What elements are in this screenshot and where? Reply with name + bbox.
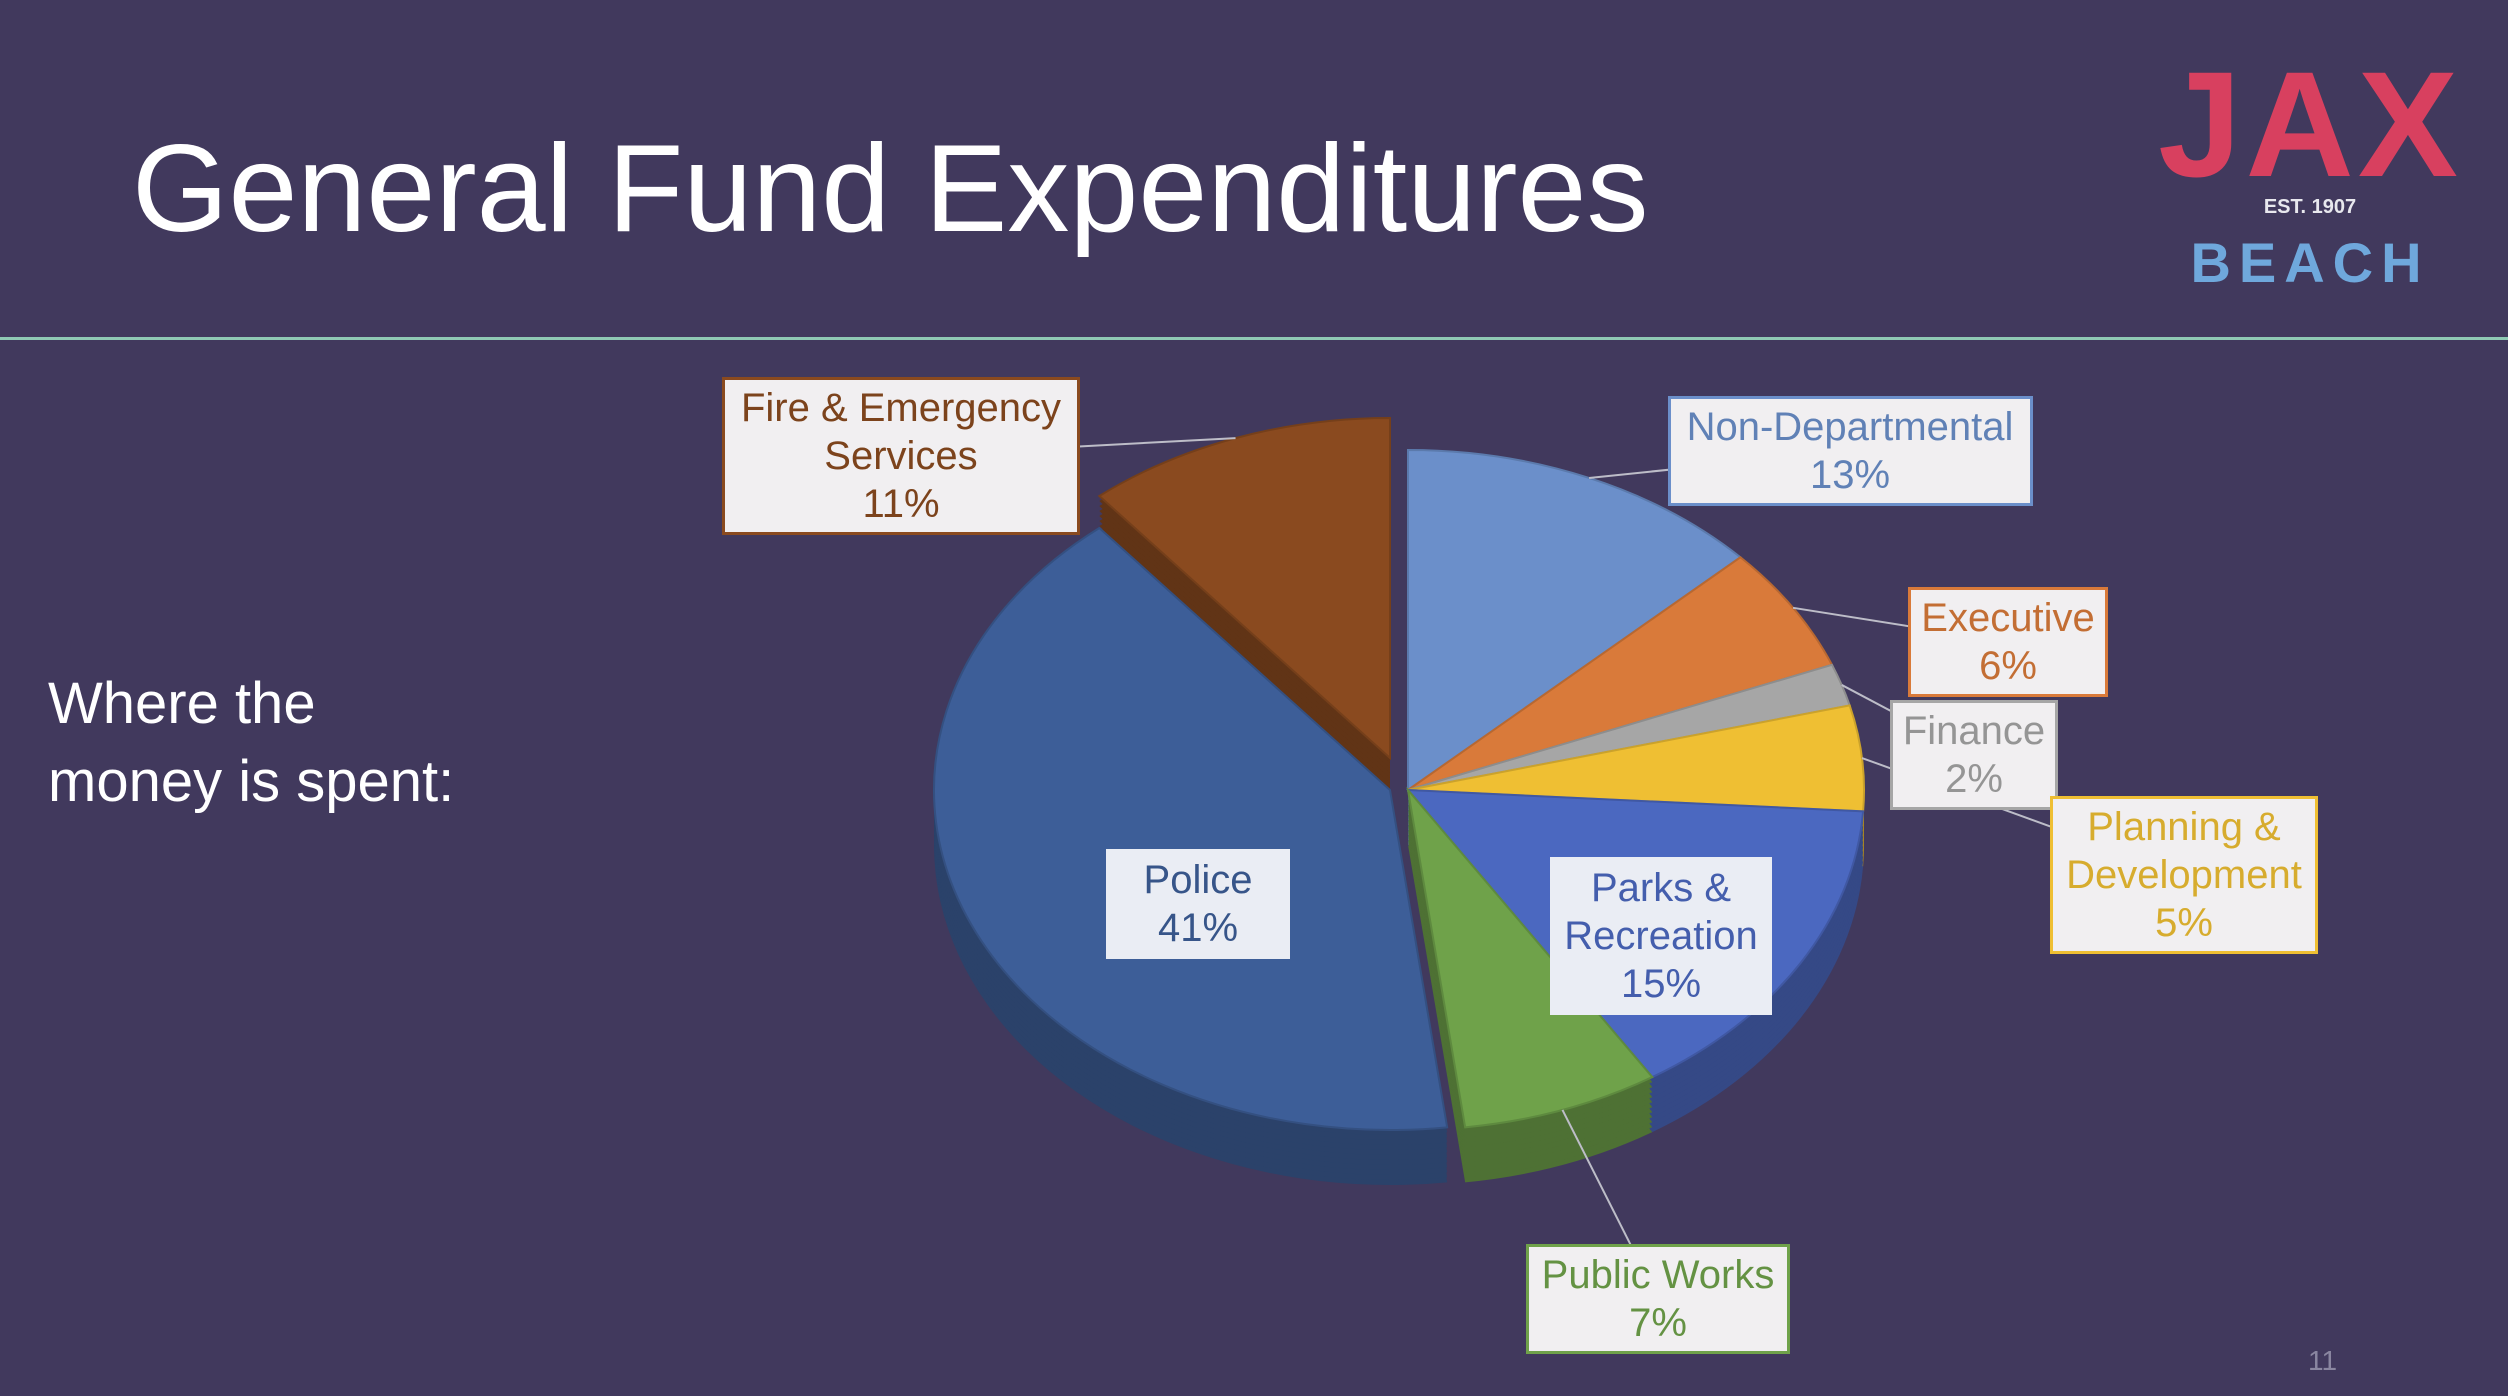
label-category: Finance xyxy=(1902,709,2046,753)
data-label: Non-Departmental 13% xyxy=(1667,396,2033,506)
data-label: Public Works 7% xyxy=(1526,1244,1790,1354)
label-value: 41% xyxy=(1157,906,1239,950)
caption: Where the money is spent: xyxy=(48,671,455,814)
slice xyxy=(932,526,1449,1131)
label-category: Parks & Recreation xyxy=(1564,866,1758,958)
pie-tops xyxy=(932,416,1865,1131)
label-value: 2% xyxy=(1945,757,2003,801)
data-label: Executive 6% xyxy=(1908,587,2108,697)
label-value: 7% xyxy=(1629,1301,1687,1345)
logo-name: JAX xyxy=(2158,40,2462,208)
logo-place: BEACH xyxy=(2190,231,2430,294)
label-category: Planning & Development xyxy=(2066,805,2302,897)
label-value: 15% xyxy=(1620,962,1702,1006)
logo-established: EST. 1907 xyxy=(2263,196,2357,218)
data-label: Fire & Emergency Services 11% xyxy=(722,377,1080,535)
label-category: Public Works xyxy=(1541,1253,1775,1297)
label-category: Non-Departmental xyxy=(1686,405,2014,449)
slide-title: General Fund Expenditures xyxy=(132,120,1649,258)
data-label: Finance 2% xyxy=(1890,700,2058,810)
separator xyxy=(0,337,2508,340)
label-value: 5% xyxy=(2155,901,2213,945)
data-label: Planning & Development 5% xyxy=(2050,796,2318,954)
label-category: Executive xyxy=(1921,596,2095,640)
label-value: 6% xyxy=(1979,644,2037,688)
data-label: Police 41% xyxy=(1106,849,1290,959)
label-category: Police xyxy=(1143,858,1253,902)
slice xyxy=(1407,704,1865,813)
label-value: 11% xyxy=(862,482,940,526)
label-value: 13% xyxy=(1809,453,1891,497)
label-category: Fire & Emergency Services xyxy=(740,386,1062,478)
data-label: Parks & Recreation 15% xyxy=(1550,857,1772,1015)
slice xyxy=(1407,448,1743,792)
page-number: 11 xyxy=(2308,1345,2338,1376)
